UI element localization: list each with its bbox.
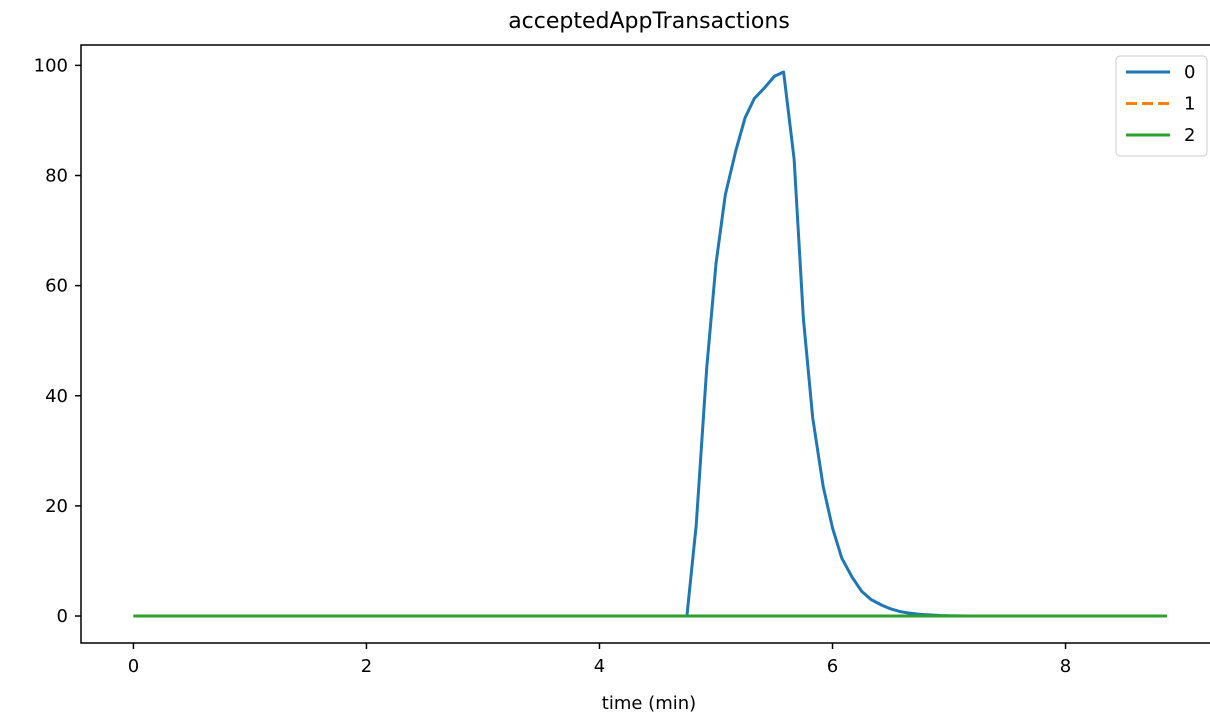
legend-label-1: 1 — [1184, 94, 1195, 115]
legend-box — [1115, 55, 1208, 157]
legend: 0 1 2 — [1115, 55, 1208, 157]
legend-label-0: 0 — [1184, 62, 1195, 83]
y-axis: 0 20 40 60 80 100 — [34, 55, 81, 627]
plot-frame — [80, 44, 1210, 644]
series-layer — [133, 70, 1167, 618]
y-tick-label: 100 — [34, 55, 68, 76]
y-tick-label: 60 — [45, 276, 68, 297]
y-tick-label: 40 — [45, 386, 68, 407]
x-axis-label: time (min) — [602, 693, 696, 714]
y-tick-label: 80 — [45, 166, 68, 187]
legend-label-2: 2 — [1184, 125, 1195, 146]
x-tick-label: 2 — [361, 656, 372, 677]
chart-title: acceptedAppTransactions — [508, 9, 790, 34]
y-tick-label: 20 — [45, 496, 68, 517]
x-tick-label: 8 — [1060, 656, 1071, 677]
x-tick-label: 4 — [594, 656, 605, 677]
x-axis: 0 2 4 6 8 — [128, 643, 1071, 677]
series-line-0 — [133, 70, 1167, 618]
plot-area — [80, 44, 1210, 644]
x-tick-label: 6 — [827, 656, 838, 677]
x-tick-label: 0 — [128, 656, 139, 677]
y-tick-label: 0 — [57, 606, 68, 627]
